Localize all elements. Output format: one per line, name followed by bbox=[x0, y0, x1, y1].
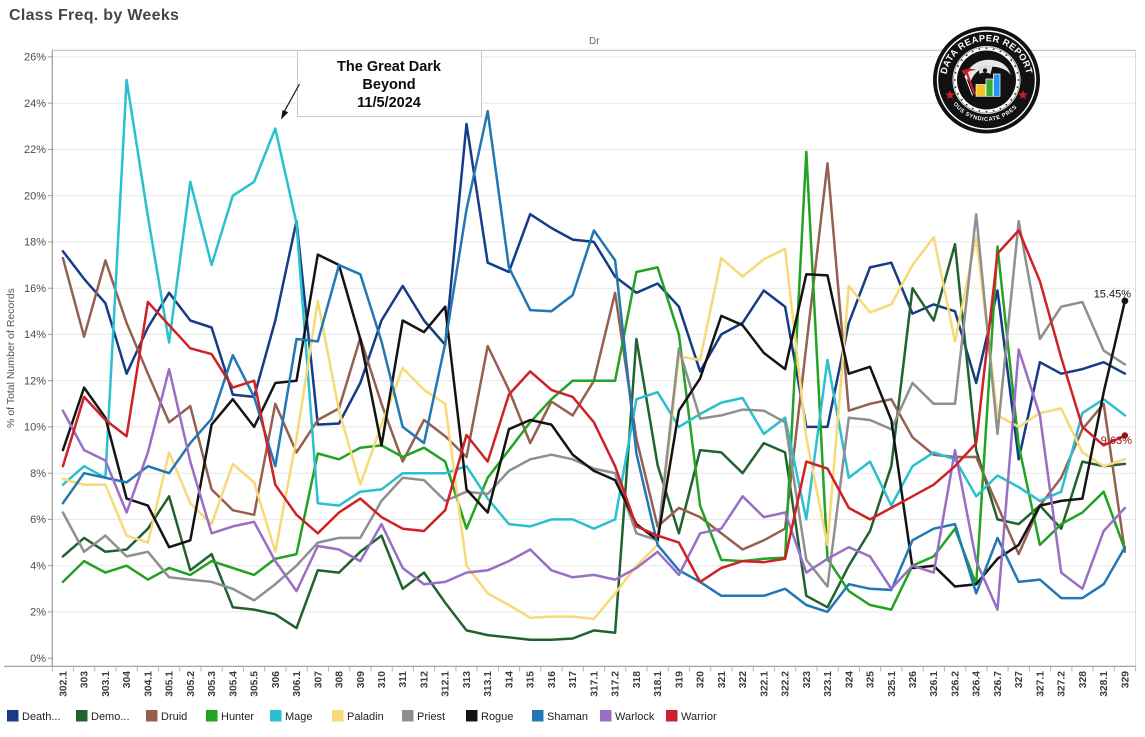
svg-text:302.1: 302.1 bbox=[58, 671, 69, 697]
svg-text:Hunter: Hunter bbox=[221, 711, 254, 723]
svg-text:319: 319 bbox=[674, 671, 685, 688]
svg-text:Shaman: Shaman bbox=[547, 711, 588, 723]
svg-text:324: 324 bbox=[844, 671, 855, 688]
svg-text:Paladin: Paladin bbox=[347, 711, 384, 723]
svg-text:313.1: 313.1 bbox=[483, 671, 494, 697]
svg-text:305.4: 305.4 bbox=[228, 671, 239, 697]
svg-text:304.1: 304.1 bbox=[143, 671, 154, 697]
svg-text:325: 325 bbox=[866, 671, 877, 688]
svg-text:Beyond: Beyond bbox=[362, 77, 415, 93]
svg-text:321: 321 bbox=[717, 671, 728, 688]
svg-text:323: 323 bbox=[802, 671, 813, 688]
svg-text:16%: 16% bbox=[24, 283, 46, 295]
svg-text:326.2: 326.2 bbox=[951, 671, 962, 697]
svg-text:12%: 12% bbox=[24, 376, 46, 388]
svg-text:305.3: 305.3 bbox=[207, 671, 218, 697]
svg-text:8%: 8% bbox=[30, 468, 46, 480]
svg-text:320: 320 bbox=[696, 671, 707, 688]
svg-text:304: 304 bbox=[122, 671, 133, 688]
svg-text:326.7: 326.7 bbox=[993, 671, 1004, 697]
svg-text:317.2: 317.2 bbox=[611, 671, 622, 697]
svg-text:328: 328 bbox=[1078, 671, 1089, 688]
svg-text:303: 303 bbox=[80, 671, 91, 688]
svg-text:317.1: 317.1 bbox=[589, 671, 600, 697]
svg-text:11/5/2024: 11/5/2024 bbox=[357, 95, 421, 111]
svg-text:316: 316 bbox=[547, 671, 558, 688]
svg-text:15.45%: 15.45% bbox=[1094, 289, 1132, 301]
svg-text:Warrior: Warrior bbox=[681, 711, 717, 723]
svg-text:308: 308 bbox=[335, 671, 346, 688]
svg-text:314: 314 bbox=[504, 671, 515, 688]
svg-text:309: 309 bbox=[356, 671, 367, 688]
svg-text:20%: 20% bbox=[24, 191, 46, 203]
svg-text:2%: 2% bbox=[30, 607, 46, 619]
svg-text:306: 306 bbox=[271, 671, 282, 688]
svg-text:Death...: Death... bbox=[22, 711, 61, 723]
svg-text:315: 315 bbox=[526, 671, 537, 688]
svg-text:Mage: Mage bbox=[285, 711, 313, 723]
svg-text:329: 329 bbox=[1120, 671, 1131, 688]
svg-text:0%: 0% bbox=[30, 653, 46, 665]
svg-text:326.4: 326.4 bbox=[972, 671, 983, 697]
svg-text:305.1: 305.1 bbox=[165, 671, 176, 697]
svg-text:303.1: 303.1 bbox=[101, 671, 112, 697]
svg-text:Rogue: Rogue bbox=[481, 711, 513, 723]
svg-text:326.1: 326.1 bbox=[929, 671, 940, 697]
svg-text:10%: 10% bbox=[24, 422, 46, 434]
svg-text:% of Total Number of Records: % of Total Number of Records bbox=[5, 288, 17, 428]
svg-text:Demo...: Demo... bbox=[91, 711, 130, 723]
svg-text:323.1: 323.1 bbox=[823, 671, 834, 697]
svg-text:The Great Dark: The Great Dark bbox=[337, 59, 442, 75]
svg-text:18%: 18% bbox=[24, 237, 46, 249]
svg-text:312.1: 312.1 bbox=[441, 671, 452, 697]
svg-text:305.2: 305.2 bbox=[186, 671, 197, 697]
svg-text:Dr: Dr bbox=[589, 36, 600, 47]
svg-text:305.5: 305.5 bbox=[250, 671, 261, 697]
svg-text:6%: 6% bbox=[30, 514, 46, 526]
svg-text:310: 310 bbox=[377, 671, 388, 688]
svg-text:327: 327 bbox=[1014, 671, 1025, 688]
svg-text:Priest: Priest bbox=[417, 711, 445, 723]
svg-text:325.1: 325.1 bbox=[887, 671, 898, 697]
svg-text:322.1: 322.1 bbox=[759, 671, 770, 697]
svg-text:9.63%: 9.63% bbox=[1101, 435, 1132, 447]
svg-text:322: 322 bbox=[738, 671, 749, 688]
svg-text:318.1: 318.1 bbox=[653, 671, 664, 697]
svg-text:24%: 24% bbox=[24, 98, 46, 110]
svg-text:Druid: Druid bbox=[161, 711, 187, 723]
svg-text:313: 313 bbox=[462, 671, 473, 688]
svg-text:312: 312 bbox=[420, 671, 431, 688]
svg-text:317: 317 bbox=[568, 671, 579, 688]
svg-text:14%: 14% bbox=[24, 329, 46, 341]
svg-text:327.2: 327.2 bbox=[1057, 671, 1068, 697]
svg-text:Class Freq. by Weeks: Class Freq. by Weeks bbox=[9, 7, 179, 24]
svg-text:307: 307 bbox=[313, 671, 324, 688]
svg-text:322.2: 322.2 bbox=[781, 671, 792, 697]
svg-text:311: 311 bbox=[398, 671, 409, 688]
svg-text:326: 326 bbox=[908, 671, 919, 688]
svg-text:22%: 22% bbox=[24, 144, 46, 156]
svg-text:328.1: 328.1 bbox=[1099, 671, 1110, 697]
svg-text:Warlock: Warlock bbox=[615, 711, 655, 723]
svg-text:327.1: 327.1 bbox=[1035, 671, 1046, 697]
svg-text:306.1: 306.1 bbox=[292, 671, 303, 697]
svg-text:318: 318 bbox=[632, 671, 643, 688]
svg-text:4%: 4% bbox=[30, 561, 46, 573]
svg-text:26%: 26% bbox=[24, 52, 46, 64]
